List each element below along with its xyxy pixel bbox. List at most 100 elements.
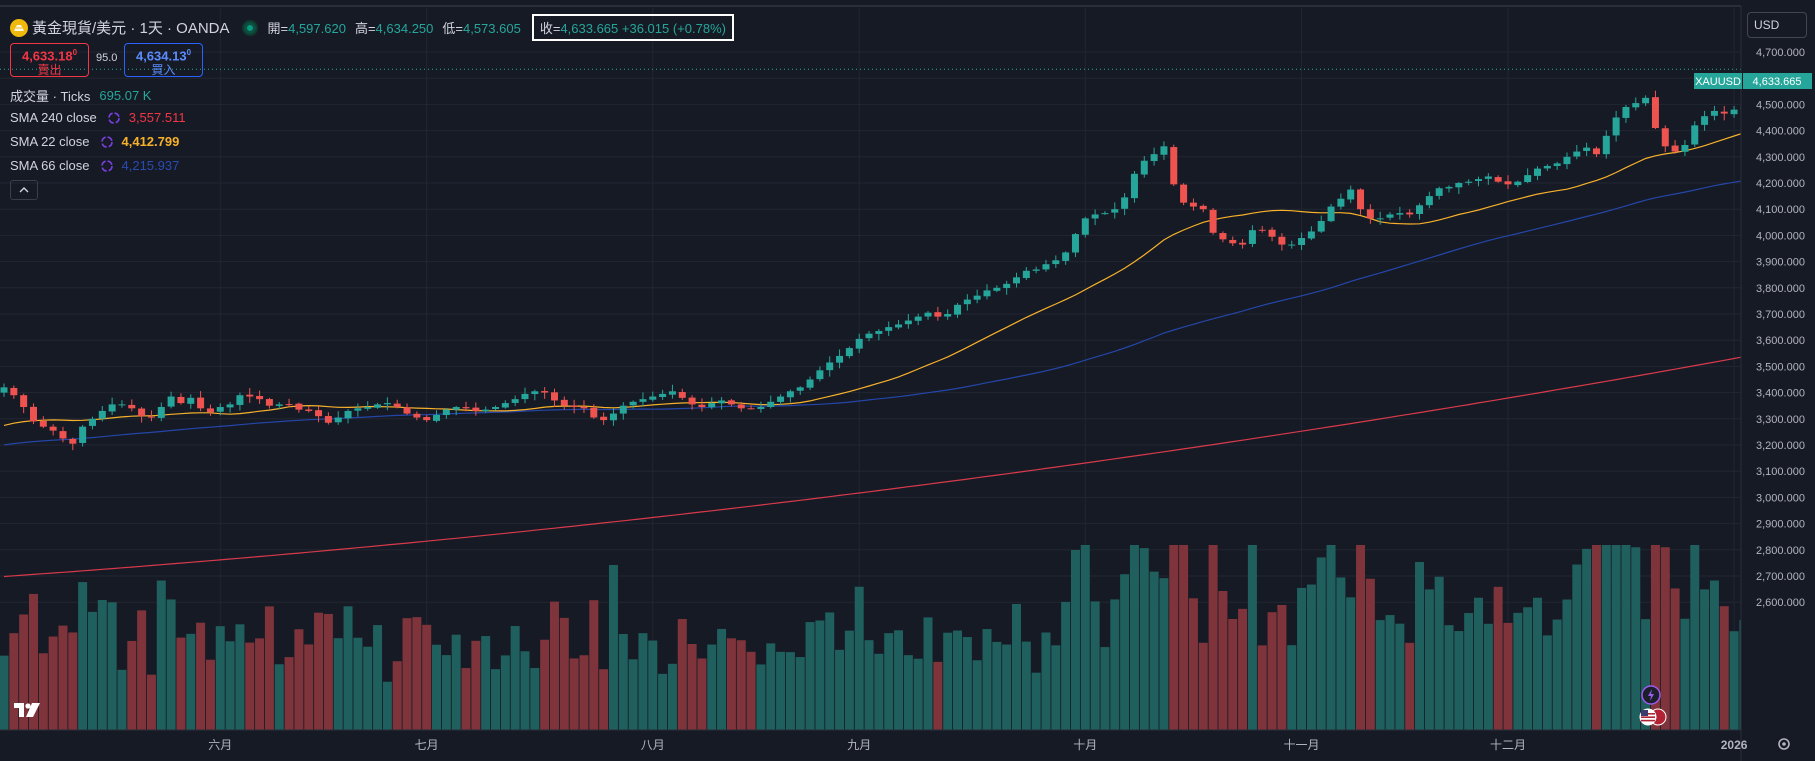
volume-bar — [215, 626, 225, 730]
volume-bar — [38, 653, 48, 730]
indicator-settings-icon[interactable] — [100, 135, 114, 149]
price-tag-value-bg — [1743, 73, 1812, 89]
indicator-volume[interactable]: 成交量 · Ticks 695.07 K — [10, 86, 151, 105]
candle-body — [777, 396, 785, 402]
candle-body — [698, 404, 706, 408]
volume-bar — [962, 637, 972, 730]
volume-bar — [1729, 631, 1739, 730]
candle-body — [1307, 231, 1315, 239]
candle-body — [1406, 212, 1414, 215]
volume-bar — [1356, 545, 1366, 730]
volume-bar — [87, 611, 97, 730]
symbol-title[interactable]: 黃金現貨/美元 · 1天 · OANDA — [32, 20, 230, 37]
volume-bar — [1120, 574, 1130, 730]
volume-bar — [1709, 580, 1719, 730]
volume-bar — [1061, 601, 1071, 730]
candle-body — [1416, 205, 1424, 214]
indicator-sma240[interactable]: SMA 240 close 3,557.511 — [10, 110, 186, 125]
volume-bar — [884, 633, 894, 730]
price-tag-symbol: XAUUSD — [1695, 76, 1741, 88]
collapse-indicators-button[interactable] — [10, 180, 38, 200]
volume-bar — [274, 664, 284, 730]
sma-66-line — [3, 174, 1774, 446]
candle-body — [1062, 252, 1070, 261]
candle-body — [1081, 218, 1089, 235]
candle-body — [118, 404, 126, 406]
sell-label: 賣出 — [37, 63, 62, 78]
candle-body — [973, 295, 981, 300]
sell-button[interactable]: 4,633.180 賣出 — [10, 43, 89, 77]
volume-bar — [1208, 545, 1218, 730]
candle-body — [1475, 179, 1482, 181]
volume-bar — [1385, 615, 1395, 730]
volume-bar — [1700, 589, 1710, 730]
candle-body — [786, 391, 794, 398]
volume-bar — [707, 644, 717, 730]
indicator-value: 695.07 K — [99, 88, 152, 103]
volume-bar — [451, 634, 461, 730]
volume-bar — [1621, 545, 1631, 730]
candle-body — [69, 438, 77, 444]
volume-bar — [530, 668, 540, 730]
tradingview-logo[interactable] — [13, 700, 45, 720]
price-axis-label: 4,000.000 — [1756, 230, 1805, 242]
candle-body — [49, 426, 57, 431]
candle-body — [1199, 205, 1207, 210]
candle-body — [157, 407, 165, 418]
indicator-sma66[interactable]: SMA 66 close 4,215.937 — [10, 158, 179, 173]
indicator-sma22[interactable]: SMA 22 close 4,412.799 — [10, 134, 179, 149]
candle-body — [1730, 109, 1738, 115]
low-value: 4,573.605 — [462, 21, 521, 36]
candle-body — [295, 403, 303, 410]
volume-bar — [1031, 672, 1041, 730]
volume-bar — [1002, 644, 1012, 730]
volume-bar — [205, 659, 215, 730]
candle-body — [727, 400, 735, 405]
candle-body — [796, 387, 804, 391]
volume-bar — [1277, 604, 1287, 730]
volume-bar — [1670, 588, 1680, 730]
lightning-icon[interactable] — [1640, 684, 1662, 706]
gold-coin-icon — [10, 18, 28, 37]
volume-bar — [1680, 618, 1690, 730]
volume-bar — [1690, 545, 1700, 730]
indicator-settings-icon[interactable] — [100, 159, 114, 173]
volume-bar — [510, 626, 520, 730]
price-axis-label: 4,500.000 — [1756, 99, 1805, 111]
currency-select[interactable]: USD — [1747, 12, 1807, 38]
time-axis-label: 六月 — [208, 738, 232, 752]
volume-bar — [943, 632, 953, 730]
candle-body — [59, 431, 67, 439]
economic-events-icon[interactable] — [1637, 707, 1669, 727]
candle-body — [1278, 236, 1286, 245]
volume-bar — [127, 640, 137, 730]
candle-body — [1347, 189, 1355, 200]
candle-body — [875, 331, 883, 334]
volume-bar — [1316, 557, 1326, 730]
candle-body — [580, 406, 588, 409]
price-axis-label: 3,100.000 — [1756, 466, 1805, 478]
time-axis[interactable]: 六月 七月 八月 九月 十月 十一月 十二月 2026 — [208, 738, 1747, 752]
volume-bar — [982, 629, 992, 730]
price-axis-label: 3,800.000 — [1756, 283, 1805, 295]
chart-header: 黃金現貨/美元 · 1天 · OANDA 開=4,597.620 高=4,634… — [10, 14, 734, 41]
gear-icon[interactable] — [1776, 736, 1792, 752]
candle-body — [767, 401, 775, 407]
candle-body — [492, 407, 499, 410]
candle-body — [197, 397, 205, 409]
volume-bar — [1513, 612, 1523, 730]
volume-bar — [382, 681, 392, 730]
volume-bar — [913, 658, 923, 730]
candle-body — [541, 391, 549, 393]
volume-bar — [1650, 545, 1660, 730]
market-status-icon[interactable] — [241, 19, 258, 36]
buy-button[interactable]: 4,634.130 買入 — [124, 43, 203, 77]
candle-body — [334, 417, 342, 423]
indicator-settings-icon[interactable] — [107, 111, 121, 125]
candle-body — [1003, 283, 1011, 289]
candle-body — [757, 407, 765, 410]
candle-body — [1071, 234, 1079, 253]
candle-body — [344, 410, 352, 419]
indicator-value: 4,215.937 — [121, 158, 180, 173]
